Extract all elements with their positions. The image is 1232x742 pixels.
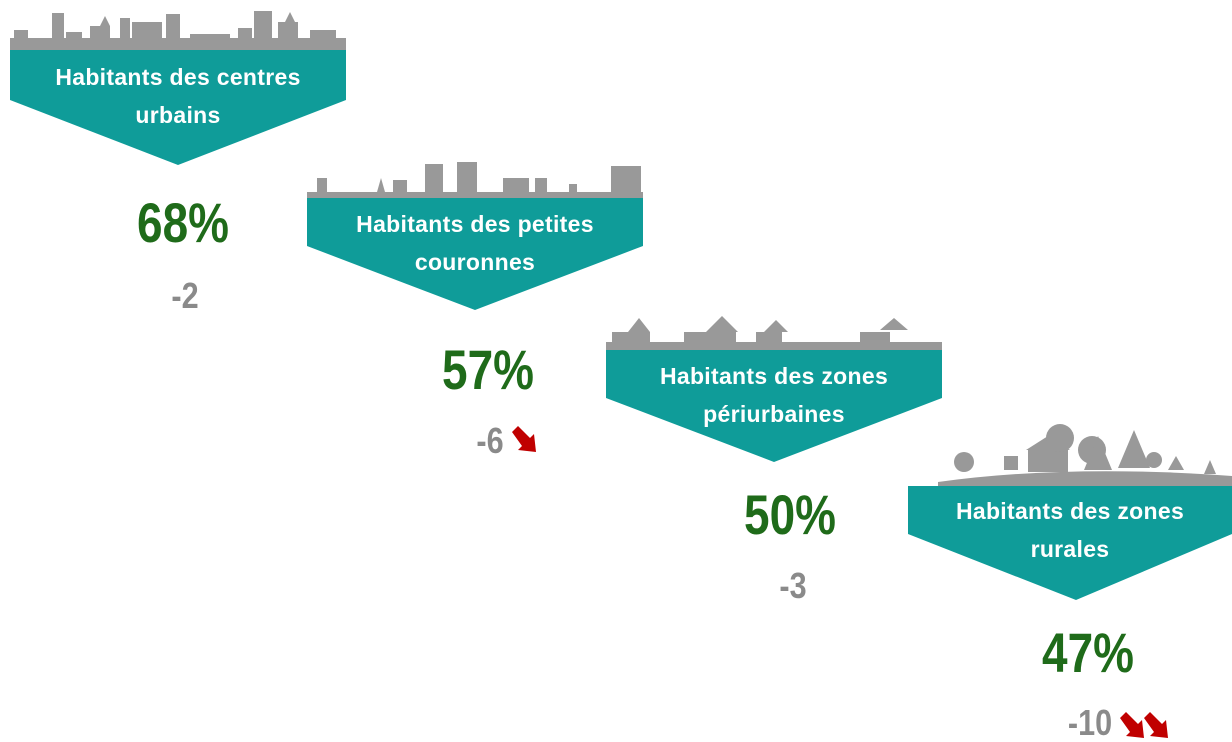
panel-label: Habitants des zones périurbaines bbox=[659, 363, 889, 427]
double-down-arrow bbox=[1120, 712, 1168, 738]
percentage: 57% bbox=[442, 338, 534, 401]
percentage: 68% bbox=[137, 191, 229, 254]
percentage: 50% bbox=[744, 483, 836, 546]
change: -2 bbox=[171, 275, 199, 316]
down-arrow bbox=[512, 426, 536, 452]
panel-label: Habitants des centres urbains bbox=[55, 64, 301, 128]
panel-label: Habitants des zones rurales bbox=[955, 498, 1185, 562]
banner bbox=[606, 316, 942, 462]
banner bbox=[10, 11, 346, 165]
change: -10 bbox=[1067, 702, 1113, 742]
panel: Habitants des zones rurales bbox=[908, 420, 1232, 605]
panel: Habitants des centres urbains bbox=[10, 8, 346, 168]
panel-label: Habitants des petites couronnes bbox=[356, 211, 594, 275]
banner bbox=[908, 424, 1232, 600]
banner bbox=[307, 162, 643, 310]
panel: Habitants des petites couronnes bbox=[307, 158, 643, 313]
change: -3 bbox=[779, 565, 807, 606]
change: -6 bbox=[476, 420, 504, 461]
percentage: 47% bbox=[1042, 621, 1134, 684]
panel: Habitants des zones périurbaines bbox=[606, 312, 942, 467]
